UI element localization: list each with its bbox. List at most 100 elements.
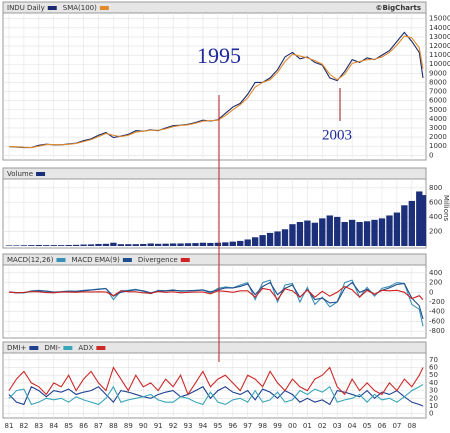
y-tick-label: 200 bbox=[429, 279, 442, 287]
volume-bar bbox=[363, 221, 371, 246]
series-line bbox=[8, 35, 424, 149]
legend-label: INDU Daily bbox=[7, 4, 45, 12]
x-tick-label: 08 bbox=[407, 422, 416, 430]
y-tick-label: 400 bbox=[429, 213, 442, 221]
volume-bar bbox=[408, 200, 415, 246]
y-tick-label: 50 bbox=[429, 371, 438, 379]
volume-bar bbox=[326, 215, 333, 246]
y-tick-label: 11000 bbox=[429, 51, 450, 59]
credit: ©BigCharts bbox=[375, 4, 421, 12]
volume-bar bbox=[259, 235, 266, 246]
volume-bar bbox=[229, 241, 236, 246]
volume-bar bbox=[348, 219, 356, 246]
x-tick-label: 83 bbox=[34, 422, 43, 430]
volume-bar bbox=[87, 244, 95, 246]
x-tick-label: 99 bbox=[273, 422, 282, 430]
volume-bar bbox=[356, 222, 363, 246]
volume-bar bbox=[289, 224, 296, 246]
volume-bar bbox=[35, 244, 42, 246]
volume-bar bbox=[401, 205, 408, 246]
volume-bar bbox=[162, 243, 169, 246]
x-tick-label: 01 bbox=[303, 422, 312, 430]
legend-label: MACD EMA(9) bbox=[71, 256, 120, 264]
volume-bar bbox=[419, 195, 427, 246]
annotation: 2003 bbox=[322, 127, 352, 143]
volume-bar bbox=[147, 243, 154, 246]
y-tick-label: -800 bbox=[429, 327, 445, 335]
volume-bar bbox=[244, 239, 251, 246]
volume-bar bbox=[192, 243, 199, 246]
x-tick-label: 05 bbox=[363, 422, 372, 430]
legend-label: MACD(12,26) bbox=[7, 256, 54, 264]
volume-bar bbox=[58, 245, 65, 246]
volume-bar bbox=[43, 245, 50, 246]
volume-bar bbox=[199, 242, 207, 246]
legend-swatch bbox=[36, 172, 46, 176]
volume-bar bbox=[296, 222, 304, 246]
x-tick-label: 97 bbox=[243, 422, 252, 430]
volume-bar bbox=[251, 237, 259, 246]
x-tick-label: 06 bbox=[378, 422, 387, 430]
y-tick-label: 10000 bbox=[429, 60, 450, 68]
y-tick-label: 9000 bbox=[429, 69, 447, 77]
y-tick-label: 0 bbox=[429, 288, 433, 296]
y-tick-label: 30 bbox=[429, 387, 438, 395]
legend-label: DMI+ bbox=[7, 344, 26, 352]
volume-bar bbox=[334, 216, 341, 246]
y-tick-label: 7000 bbox=[429, 88, 447, 96]
y-tick-label: 70 bbox=[429, 356, 438, 364]
y-tick-label: 2000 bbox=[429, 133, 447, 141]
x-tick-label: 07 bbox=[392, 422, 401, 430]
volume-bar bbox=[110, 242, 117, 246]
x-tick-label: 96 bbox=[228, 422, 237, 430]
legend-swatch bbox=[122, 258, 132, 262]
overlay: 1995 2003 bbox=[197, 43, 352, 362]
volume-bar bbox=[80, 244, 87, 246]
x-tick-label: 00 bbox=[288, 422, 297, 430]
x-tick-label: 94 bbox=[198, 422, 207, 430]
volume-bar bbox=[311, 222, 319, 246]
volume-bar bbox=[13, 245, 20, 246]
panel bbox=[2, 1, 427, 161]
x-tick-label: 93 bbox=[184, 422, 193, 430]
y-tick-label: 4000 bbox=[429, 115, 447, 123]
y-tick-label: 600 bbox=[429, 198, 442, 206]
volume-bar bbox=[72, 244, 80, 246]
volume-bar bbox=[125, 244, 132, 246]
plot-layer bbox=[5, 31, 427, 407]
legend-swatch bbox=[63, 346, 73, 350]
volume-bar bbox=[102, 243, 110, 246]
volume-bar bbox=[117, 244, 125, 246]
volume-bar bbox=[371, 219, 378, 246]
volume-bar bbox=[237, 240, 244, 246]
x-tick-label: 81 bbox=[5, 422, 14, 430]
legend-swatch bbox=[99, 6, 109, 10]
y-axis-label: Millions bbox=[442, 195, 450, 222]
series-line bbox=[8, 285, 424, 301]
y-tick-label: 12000 bbox=[429, 42, 450, 50]
x-tick-label: 86 bbox=[79, 422, 88, 430]
x-tick-label: 89 bbox=[124, 422, 133, 430]
series-line bbox=[8, 366, 424, 396]
volume-bar bbox=[207, 242, 214, 246]
y-tick-label: -400 bbox=[429, 308, 445, 316]
legend-swatch bbox=[47, 6, 57, 10]
volume-bar bbox=[95, 243, 102, 246]
x-tick-label: 90 bbox=[139, 422, 148, 430]
y-tick-label: 10 bbox=[429, 402, 438, 410]
panel bbox=[2, 341, 427, 419]
y-tick-label: 40 bbox=[429, 379, 438, 387]
volume-bar bbox=[50, 245, 57, 246]
x-tick-label: 88 bbox=[109, 422, 118, 430]
volume-bar bbox=[65, 244, 72, 246]
series-line bbox=[8, 383, 424, 406]
y-tick-label: 8000 bbox=[429, 78, 447, 86]
legend-swatch bbox=[96, 346, 106, 350]
volume-bar bbox=[378, 218, 386, 246]
volume-bar bbox=[177, 243, 184, 246]
volume-bar bbox=[5, 245, 13, 246]
y-tick-label: 400 bbox=[429, 269, 442, 277]
x-tick-label: 95 bbox=[213, 422, 222, 430]
